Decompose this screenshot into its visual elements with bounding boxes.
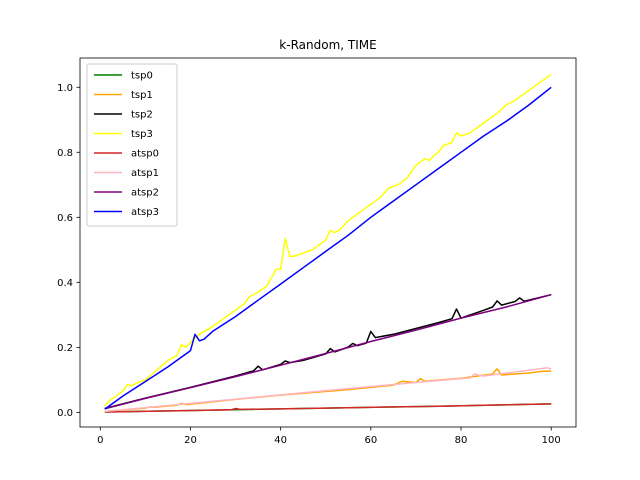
axes: 0 20 40 60 80 100 0.0 0.2 0.4 0.6 0.8 1.0 [57, 57, 577, 446]
x-tick-label: 40 [274, 435, 287, 446]
legend: tsp0 tsp1 tsp2 tsp3 atsp0 atsp1 atsp2 atsp3 [86, 63, 178, 227]
plot-lines [104, 73, 552, 413]
legend-label-atsp2: atsp2 [131, 188, 159, 199]
y-tick-label: 1.0 [57, 83, 73, 94]
x-tick-label: 100 [542, 435, 561, 446]
legend-box [86, 63, 178, 227]
x-tick-label: 60 [364, 435, 377, 446]
legend-label-atsp0: atsp0 [131, 149, 159, 160]
y-tick-label: 0.8 [57, 148, 73, 159]
y-tick-label: 0.0 [57, 408, 73, 419]
x-tick-label: 80 [455, 435, 468, 446]
series-line-atsp0 [104, 403, 552, 413]
legend-label-tsp0: tsp0 [131, 71, 153, 82]
series-line-atsp3 [104, 86, 552, 410]
y-tick-label: 0.2 [57, 343, 73, 354]
y-tick-label: 0.4 [57, 278, 73, 289]
series-line-atsp1 [104, 367, 552, 413]
axes-frame [79, 57, 577, 428]
series-line-atsp2 [104, 293, 552, 410]
legend-label-tsp1: tsp1 [131, 90, 153, 101]
x-tick-label: 20 [184, 435, 197, 446]
y-tick-label: 0.6 [57, 213, 73, 224]
legend-label-tsp2: tsp2 [131, 110, 153, 121]
chart-title: k-Random, TIME [279, 38, 376, 52]
legend-label-tsp3: tsp3 [131, 129, 153, 140]
x-tick-label: 0 [97, 435, 103, 446]
legend-label-atsp3: atsp3 [131, 207, 159, 218]
series-line-tsp3 [104, 73, 552, 407]
legend-label-atsp1: atsp1 [131, 168, 159, 179]
